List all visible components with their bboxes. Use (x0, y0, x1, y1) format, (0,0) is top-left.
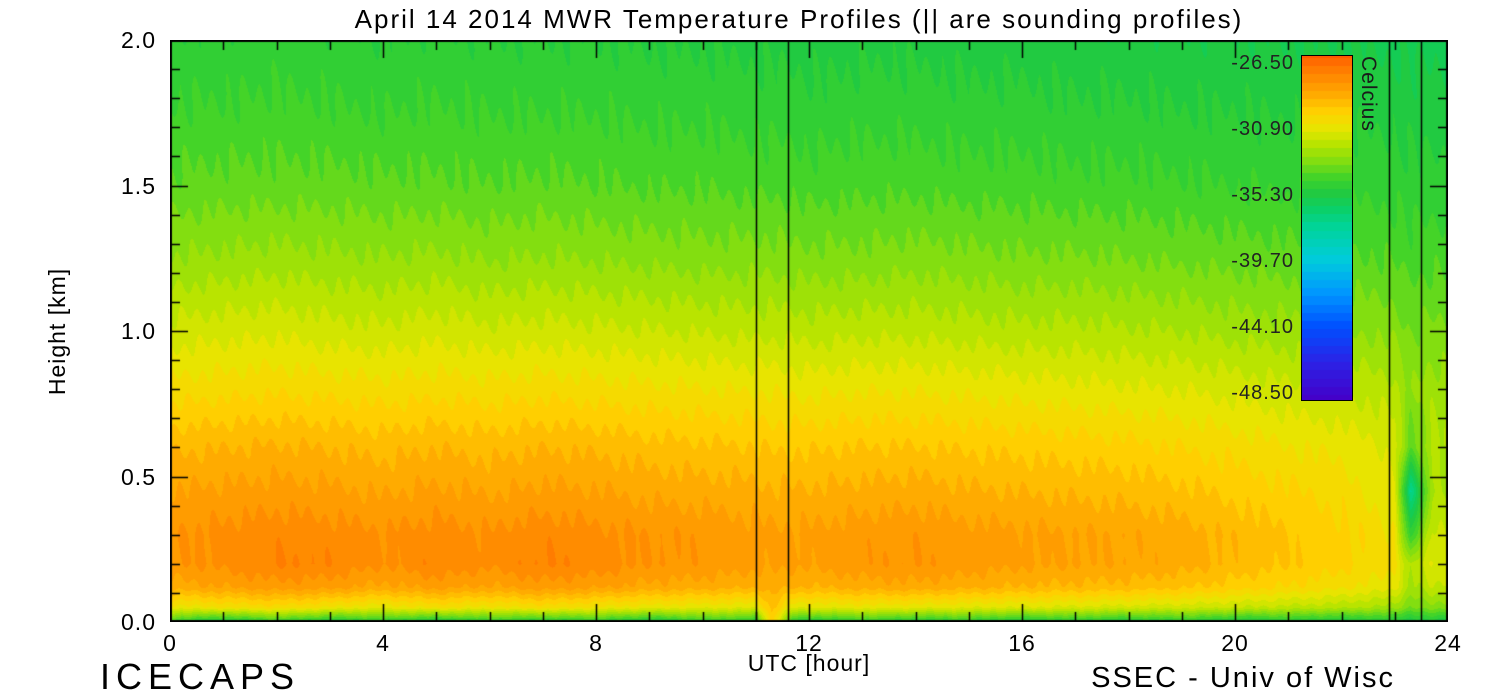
x-axis-tick-label: 8 (589, 630, 603, 656)
colorbar-tick-label: -39.70 (1231, 249, 1294, 272)
colorbar-tick-label: -35.30 (1231, 184, 1294, 207)
y-axis-label-wrap: Height [km] (36, 40, 80, 622)
credit-text: SSEC - Univ of Wisc (1091, 662, 1395, 694)
y-axis-tick-label: 0.5 (121, 463, 156, 490)
colorbar-tick-label: -44.10 (1231, 315, 1294, 338)
y-axis-tick-label: 1.5 (121, 172, 156, 199)
icecaps-wordmark: ICECAPS (100, 656, 301, 697)
x-axis-tick-label: 12 (795, 630, 823, 656)
x-axis-tick-label: 24 (1434, 630, 1462, 656)
x-axis-tick-label: 4 (376, 630, 390, 656)
colorbar-tick-label: -48.50 (1231, 381, 1294, 404)
y-axis-label: Height [km] (44, 267, 71, 395)
y-axis-tick-label: 2.0 (121, 27, 156, 53)
colorbar-gradient (1301, 55, 1353, 401)
colorbar-unit-label: Celcius (1357, 56, 1380, 132)
x-axis-tick-label: 0 (163, 630, 177, 656)
temperature-heatmap (170, 40, 1448, 622)
colorbar-tick-label: -30.90 (1231, 118, 1294, 141)
colorbar-tick-label: -26.50 (1231, 52, 1294, 75)
x-axis-label: UTC [hour] (747, 650, 871, 676)
chart-title: April 14 2014 MWR Temperature Profiles (… (354, 4, 1244, 34)
x-axis-tick-label: 20 (1221, 630, 1249, 656)
y-axis-tick-label: 1.0 (121, 318, 156, 344)
y-axis-tick-label: 0.0 (121, 609, 156, 635)
x-axis-tick-label: 16 (1008, 630, 1036, 656)
